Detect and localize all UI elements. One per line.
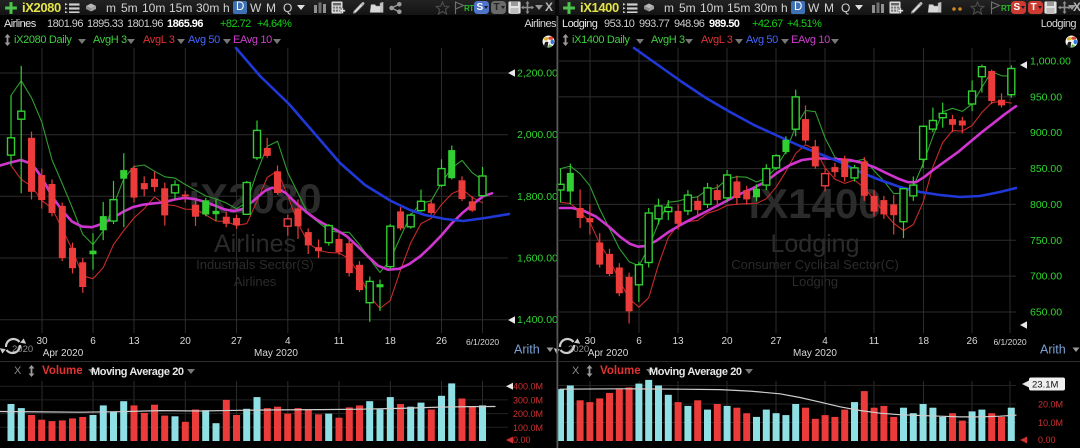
- svg-text:4: 4: [285, 336, 291, 347]
- svg-text:900.00: 900.00: [1030, 127, 1062, 139]
- svg-text:May 2020: May 2020: [254, 348, 298, 359]
- svg-text:300.0M: 300.0M: [513, 395, 543, 405]
- svg-text:0.00: 0.00: [1038, 435, 1056, 445]
- svg-text:iX1400: iX1400: [748, 180, 881, 227]
- svg-text:100.0M: 100.0M: [513, 423, 543, 433]
- svg-text:Apr 2020: Apr 2020: [43, 348, 84, 359]
- svg-text:0.00: 0.00: [513, 435, 531, 445]
- svg-text:13: 13: [672, 336, 684, 347]
- svg-text:11: 11: [869, 336, 880, 347]
- svg-text:May 2020: May 2020: [793, 348, 837, 359]
- svg-text:2,200.00: 2,200.00: [517, 68, 558, 80]
- svg-text:Airlines: Airlines: [214, 230, 296, 258]
- svg-text:Consumer Cyclical Sector(C): Consumer Cyclical Sector(C): [731, 257, 899, 272]
- svg-text:Apr 2020: Apr 2020: [588, 348, 629, 359]
- svg-text:4: 4: [822, 336, 828, 347]
- svg-text:6/1/2020: 6/1/2020: [993, 337, 1026, 347]
- svg-text:1,000.00: 1,000.00: [1030, 56, 1071, 68]
- svg-text:27: 27: [770, 336, 782, 347]
- svg-text:10.0M: 10.0M: [1038, 418, 1063, 428]
- svg-text:27: 27: [231, 336, 243, 347]
- svg-text:800.00: 800.00: [1030, 199, 1062, 211]
- svg-text:6/1/2020: 6/1/2020: [466, 337, 499, 347]
- svg-text:2020: 2020: [12, 344, 33, 355]
- svg-text:650.00: 650.00: [1030, 307, 1062, 319]
- svg-text:Arith: Arith: [1040, 343, 1066, 357]
- svg-text:Airlines: Airlines: [234, 274, 277, 289]
- svg-text:2020: 2020: [568, 344, 589, 355]
- svg-text:1,600.00: 1,600.00: [517, 253, 558, 265]
- svg-text:700.00: 700.00: [1030, 271, 1062, 283]
- svg-text:850.00: 850.00: [1030, 163, 1062, 175]
- svg-text:1,800.00: 1,800.00: [517, 191, 558, 203]
- svg-text:2,000.00: 2,000.00: [517, 129, 558, 141]
- svg-text:1,400.00: 1,400.00: [517, 314, 558, 326]
- svg-text:400.0M: 400.0M: [513, 382, 543, 392]
- svg-text:18: 18: [918, 336, 930, 347]
- svg-text:18: 18: [385, 336, 397, 347]
- svg-text:Arith: Arith: [514, 343, 540, 357]
- svg-text:6: 6: [90, 336, 96, 347]
- svg-text:Lodging: Lodging: [771, 230, 860, 258]
- svg-text:6: 6: [636, 336, 642, 347]
- svg-text:Industrials Sector(S): Industrials Sector(S): [196, 257, 314, 272]
- svg-text:20: 20: [180, 336, 192, 347]
- svg-text:Lodging: Lodging: [792, 274, 838, 289]
- svg-text:26: 26: [966, 336, 978, 347]
- svg-text:13: 13: [128, 336, 140, 347]
- svg-text:11: 11: [334, 336, 345, 347]
- svg-text:20.0M: 20.0M: [1038, 400, 1063, 410]
- svg-text:30: 30: [36, 336, 48, 347]
- svg-text:26: 26: [436, 336, 448, 347]
- svg-text:20: 20: [721, 336, 733, 347]
- svg-text:950.00: 950.00: [1030, 91, 1062, 103]
- svg-text:200.0M: 200.0M: [513, 409, 543, 419]
- svg-text:30: 30: [584, 336, 596, 347]
- svg-text:23.1M: 23.1M: [1032, 380, 1058, 391]
- svg-text:750.00: 750.00: [1030, 235, 1062, 247]
